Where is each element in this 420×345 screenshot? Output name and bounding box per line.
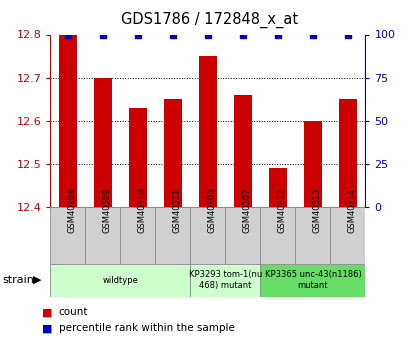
Bar (304, 121, 322, 207)
Bar (190, 207, 226, 264)
Text: GSM40311: GSM40311 (173, 187, 182, 233)
Text: ▶: ▶ (33, 275, 41, 285)
Text: wildtype: wildtype (102, 276, 138, 285)
Bar (226, 207, 260, 264)
Bar (94, 78, 112, 207)
Text: KP3293 tom-1(nu
468) mutant: KP3293 tom-1(nu 468) mutant (189, 270, 262, 290)
Bar (190, 264, 260, 297)
Bar (295, 207, 331, 264)
Bar (164, 99, 182, 207)
Text: GSM40307: GSM40307 (243, 187, 252, 233)
Text: GSM40309: GSM40309 (103, 187, 112, 233)
Bar (339, 99, 357, 207)
Text: strain: strain (2, 275, 34, 285)
Text: GSM40312: GSM40312 (278, 187, 287, 233)
Text: GSM40306: GSM40306 (208, 187, 217, 233)
Text: GSM40310: GSM40310 (138, 187, 147, 233)
Text: GSM40308: GSM40308 (68, 187, 77, 233)
Bar (199, 56, 217, 207)
Text: GDS1786 / 172848_x_at: GDS1786 / 172848_x_at (121, 12, 299, 28)
Text: GSM40314: GSM40314 (348, 187, 357, 233)
Text: ■: ■ (42, 307, 52, 317)
Bar (260, 207, 295, 264)
Bar (121, 207, 155, 264)
Bar (50, 264, 190, 297)
Text: GSM40313: GSM40313 (313, 187, 322, 233)
Bar (260, 264, 365, 297)
Bar (129, 108, 147, 207)
Bar (85, 207, 121, 264)
Text: count: count (59, 307, 88, 317)
Bar (155, 207, 190, 264)
Text: ■: ■ (42, 324, 52, 333)
Bar (234, 95, 252, 207)
Text: KP3365 unc-43(n1186)
mutant: KP3365 unc-43(n1186) mutant (265, 270, 361, 290)
Bar (50, 207, 85, 264)
Bar (59, 34, 77, 207)
Text: percentile rank within the sample: percentile rank within the sample (59, 324, 235, 333)
Bar (331, 207, 365, 264)
Bar (269, 168, 286, 207)
